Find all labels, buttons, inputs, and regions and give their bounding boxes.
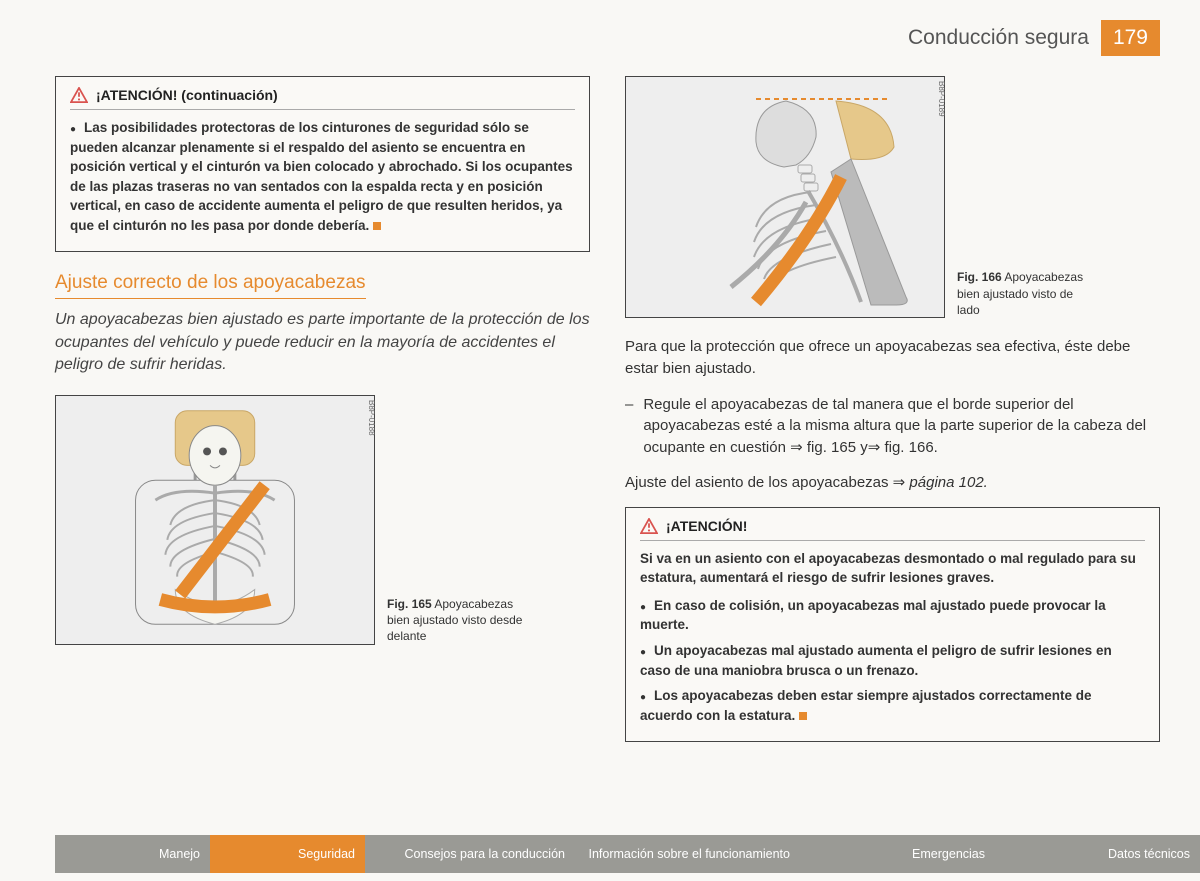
warning-body: Si va en un asiento con el apoyacabezas … xyxy=(640,549,1145,726)
reference-text: Ajuste del asiento de los apoyacabezas ⇒… xyxy=(625,473,1160,491)
paragraph-1: Para que la protección que ofrece un apo… xyxy=(625,336,1160,380)
instruction-item: – Regule el apoyacabezas de tal manera q… xyxy=(625,394,1160,459)
warning-title: ¡ATENCIÓN! xyxy=(666,518,747,534)
intro-text: Un apoyacabezas bien ajustado es parte i… xyxy=(55,309,590,376)
warning-triangle-icon xyxy=(640,518,658,534)
left-column: ¡ATENCIÓN! (continuación) Las posibilida… xyxy=(55,76,590,762)
instruction-text: Regule el apoyacabezas de tal manera que… xyxy=(643,394,1160,459)
ref-pre: Ajuste del asiento de los apoyacabezas ⇒ xyxy=(625,474,909,491)
section-title: Ajuste correcto de los apoyacabezas xyxy=(55,272,366,299)
figure-166-image: B8P-0189 xyxy=(625,76,945,318)
ref-em: página 102. xyxy=(909,474,987,491)
fig-caption-bold: Fig. 166 xyxy=(957,270,1002,284)
tab-spacer xyxy=(0,835,55,873)
figure-165-image: B8P-0188 xyxy=(55,395,375,645)
warning-bullet-3: Los apoyacabezas deben estar siempre aju… xyxy=(640,686,1145,725)
figure-165: B8P-0188 xyxy=(55,395,590,645)
warning-bullet-2: Un apoyacabezas mal ajustado aumenta el … xyxy=(640,641,1145,680)
page-header: Conducción segura 179 xyxy=(55,20,1160,56)
warning-lead: Si va en un asiento con el apoyacabezas … xyxy=(640,549,1145,588)
right-column: B8P-0189 xyxy=(625,76,1160,762)
tab-emergencias[interactable]: Emergencias xyxy=(800,835,995,873)
figure-code: B8P-0189 xyxy=(937,81,946,117)
warning-box-main: ¡ATENCIÓN! Si va en un asiento con el ap… xyxy=(625,507,1160,743)
footer-tabs: Manejo Seguridad Consejos para la conduc… xyxy=(0,835,1200,873)
page-number: 179 xyxy=(1101,20,1160,56)
warning-bullet-1: En caso de colisión, un apoyacabezas mal… xyxy=(640,596,1145,635)
fig-caption-bold: Fig. 165 xyxy=(387,597,432,611)
header-title: Conducción segura xyxy=(908,26,1089,50)
figure-166: B8P-0189 xyxy=(625,76,1160,318)
tab-informacion[interactable]: Información sobre el funcionamiento xyxy=(575,835,800,873)
tab-datos[interactable]: Datos técnicos xyxy=(995,835,1200,873)
tab-manejo[interactable]: Manejo xyxy=(55,835,210,873)
warning-body: Las posibilidades protectoras de los cin… xyxy=(70,118,575,235)
warning-triangle-icon xyxy=(70,87,88,103)
warning-title: ¡ATENCIÓN! (continuación) xyxy=(96,87,278,103)
warning-box-continuation: ¡ATENCIÓN! (continuación) Las posibilida… xyxy=(55,76,590,252)
warning-text: Las posibilidades protectoras de los cin… xyxy=(70,120,573,233)
figure-165-caption: Fig. 165 Apoyacabezas bien ajustado vist… xyxy=(387,596,527,645)
figure-code: B8P-0188 xyxy=(367,400,376,436)
tab-seguridad[interactable]: Seguridad xyxy=(210,835,365,873)
end-marker-icon xyxy=(373,222,381,230)
tab-consejos[interactable]: Consejos para la conducción xyxy=(365,835,575,873)
dash-bullet: – xyxy=(625,394,633,459)
figure-166-caption: Fig. 166 Apoyacabezas bien ajustado vist… xyxy=(957,269,1097,318)
end-marker-icon xyxy=(799,712,807,720)
